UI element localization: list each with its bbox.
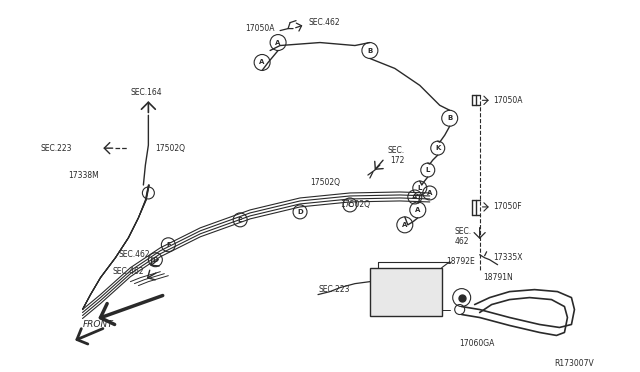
- Text: B: B: [447, 115, 452, 121]
- Text: L: L: [417, 185, 422, 191]
- Text: SEC.462: SEC.462: [308, 18, 340, 27]
- Text: 17338M: 17338M: [68, 170, 99, 180]
- Text: 17502Q: 17502Q: [310, 177, 340, 186]
- Text: A: A: [402, 222, 408, 228]
- Text: R173007V: R173007V: [554, 359, 595, 368]
- Text: 17335X: 17335X: [493, 253, 523, 262]
- Text: B: B: [367, 48, 372, 54]
- Text: D: D: [297, 209, 303, 215]
- Text: A: A: [259, 60, 265, 65]
- Text: K: K: [435, 145, 440, 151]
- Text: SEC.: SEC.: [454, 227, 472, 236]
- Bar: [370, 268, 442, 315]
- Text: SEC.164: SEC.164: [131, 88, 162, 97]
- Text: L: L: [426, 167, 430, 173]
- Text: 17502Q: 17502Q: [340, 201, 370, 209]
- Text: 18791N: 18791N: [484, 273, 513, 282]
- Text: A: A: [415, 207, 420, 213]
- Text: E: E: [238, 217, 243, 223]
- Text: 17050A: 17050A: [245, 24, 275, 33]
- Text: 172: 172: [390, 155, 404, 164]
- Text: FRONT: FRONT: [83, 320, 113, 329]
- Text: SEC.223: SEC.223: [40, 144, 72, 153]
- Text: F: F: [166, 242, 171, 248]
- Text: 17050F: 17050F: [493, 202, 522, 211]
- Text: 18792E: 18792E: [445, 257, 474, 266]
- Text: SEC.223: SEC.223: [318, 285, 349, 294]
- Text: SEC.462: SEC.462: [118, 250, 150, 259]
- Text: SEC.: SEC.: [388, 145, 405, 155]
- Text: A: A: [427, 190, 433, 196]
- Text: 17502Q: 17502Q: [156, 144, 186, 153]
- Text: 17050A: 17050A: [493, 96, 523, 105]
- Text: C: C: [348, 202, 353, 208]
- Text: 462: 462: [454, 237, 469, 246]
- Text: 17060GA: 17060GA: [460, 339, 495, 348]
- Text: SEC.462: SEC.462: [113, 267, 144, 276]
- Text: D: D: [152, 257, 158, 263]
- Text: A: A: [275, 39, 281, 45]
- Text: A: A: [412, 194, 417, 200]
